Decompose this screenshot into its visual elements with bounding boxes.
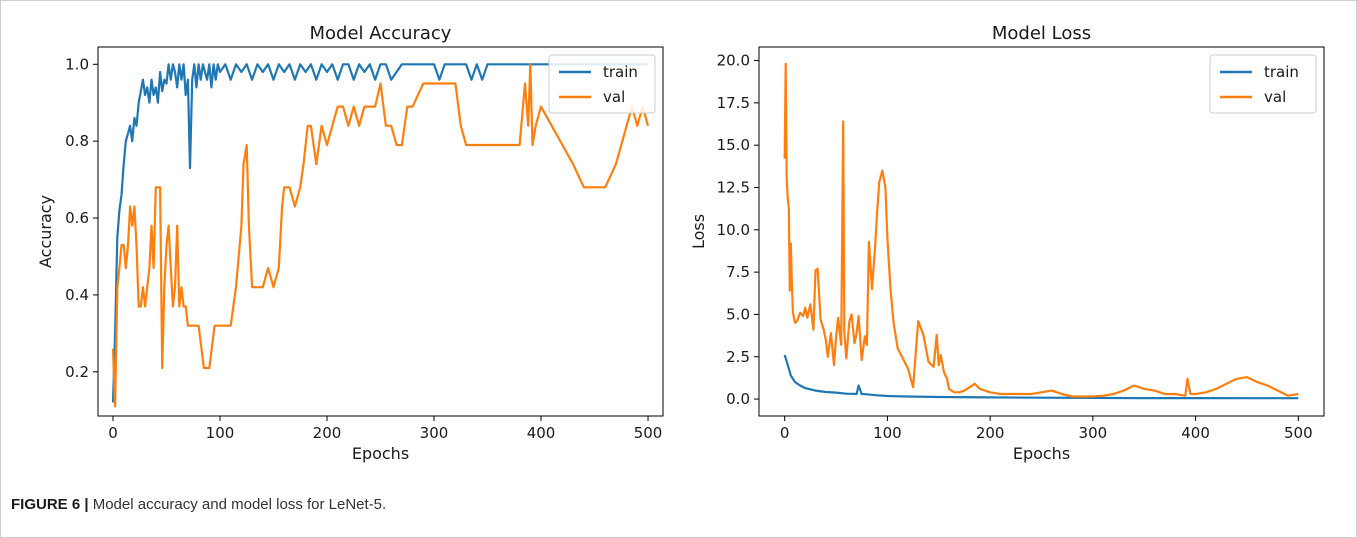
loss-chart-title: Model Loss bbox=[992, 23, 1091, 44]
accuracy-series-train-line bbox=[111, 63, 648, 403]
accuracy-y-tick-label: 0.8 bbox=[65, 132, 89, 150]
accuracy-chart-title: Model Accuracy bbox=[310, 23, 452, 44]
accuracy-y-tick-label: 0.6 bbox=[65, 209, 89, 227]
accuracy-axes-frame bbox=[97, 46, 664, 417]
figure-caption: FIGURE 6 | Model accuracy and model loss… bbox=[11, 496, 386, 513]
caption-label: FIGURE 6 | bbox=[11, 496, 89, 513]
accuracy-legend-label-train: train bbox=[603, 63, 638, 81]
accuracy-legend-label-val: val bbox=[603, 88, 625, 106]
loss-x-axis-label: Epochs bbox=[1013, 444, 1070, 463]
loss-x-tick-label: 500 bbox=[1284, 424, 1313, 442]
loss-y-tick-label: 20.0 bbox=[717, 52, 750, 70]
accuracy-series-val-line bbox=[111, 63, 650, 408]
loss-y-tick-label: 15.0 bbox=[717, 136, 750, 154]
figure-canvas: 0 100 200 300 400 500 0.2 0.4 0.6 0.8 1.0 Model Acc… bbox=[36, 23, 1325, 463]
accuracy-x-axis-label: Epochs bbox=[352, 444, 409, 463]
accuracy-y-axis-label: Accuracy bbox=[36, 195, 55, 268]
loss-y-tick-label: 12.5 bbox=[717, 178, 750, 196]
loss-x-tick-label: 0 bbox=[780, 424, 790, 442]
accuracy-x-tick-label: 200 bbox=[313, 424, 342, 442]
loss-legend bbox=[1209, 54, 1317, 114]
loss-y-tick-label: 2.5 bbox=[726, 348, 750, 366]
loss-x-tick-label: 100 bbox=[873, 424, 902, 442]
accuracy-y-tick-label: 1.0 bbox=[65, 55, 89, 73]
accuracy-x-tick-label: 500 bbox=[634, 424, 663, 442]
accuracy-y-tick-label: 0.4 bbox=[65, 286, 89, 304]
loss-y-tick-label: 7.5 bbox=[726, 263, 750, 281]
loss-chart: 0 100 200 300 400 500 0.0 2.5 5.0 7.5 10.0 12.5 15.0… bbox=[689, 23, 1325, 463]
loss-y-tick-label: 17.5 bbox=[717, 94, 750, 112]
loss-x-tick-label: 200 bbox=[976, 424, 1005, 442]
loss-x-tick-label: 300 bbox=[1079, 424, 1108, 442]
loss-x-tick-label: 400 bbox=[1181, 424, 1210, 442]
loss-y-axis-label: Loss bbox=[689, 214, 708, 249]
loss-y-tick-label: 0.0 bbox=[726, 390, 750, 408]
accuracy-y-tick-label: 0.2 bbox=[65, 363, 89, 381]
accuracy-x-tick-label: 400 bbox=[527, 424, 556, 442]
loss-series-train-line bbox=[783, 354, 1299, 400]
accuracy-x-tick-label: 0 bbox=[108, 424, 118, 442]
accuracy-legend bbox=[548, 54, 656, 114]
caption-text: Model accuracy and model loss for LeNet-… bbox=[92, 496, 387, 513]
loss-legend-label-val: val bbox=[1264, 88, 1286, 106]
accuracy-x-tick-label: 100 bbox=[206, 424, 235, 442]
loss-series-val-line bbox=[783, 62, 1299, 398]
loss-y-tick-label: 10.0 bbox=[717, 221, 750, 239]
accuracy-x-tick-label: 300 bbox=[420, 424, 449, 442]
loss-axes-frame bbox=[758, 46, 1325, 417]
accuracy-chart: 0 100 200 300 400 500 0.2 0.4 0.6 0.8 1.0 Model Acc… bbox=[36, 23, 664, 463]
loss-y-tick-label: 5.0 bbox=[726, 305, 750, 323]
loss-legend-label-train: train bbox=[1264, 63, 1299, 81]
